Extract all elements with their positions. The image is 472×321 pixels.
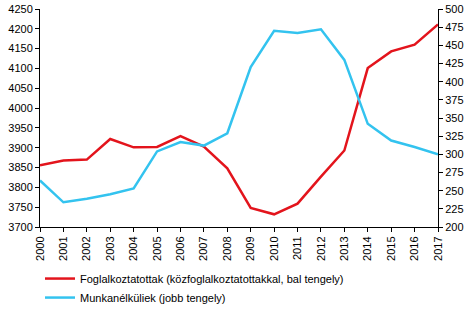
svg-text:2003: 2003: [104, 236, 116, 260]
svg-text:2010: 2010: [268, 236, 280, 260]
svg-text:2005: 2005: [151, 236, 163, 260]
svg-text:2006: 2006: [174, 236, 186, 260]
svg-text:4150: 4150: [8, 42, 32, 54]
svg-text:2011: 2011: [291, 236, 303, 260]
svg-text:4000: 4000: [8, 102, 32, 114]
svg-text:475: 475: [445, 21, 463, 33]
svg-text:3800: 3800: [8, 181, 32, 193]
svg-text:500: 500: [445, 3, 463, 15]
svg-text:3950: 3950: [8, 122, 32, 134]
svg-text:400: 400: [445, 76, 463, 88]
svg-text:325: 325: [445, 130, 463, 142]
svg-text:350: 350: [445, 112, 463, 124]
svg-text:2009: 2009: [244, 236, 256, 260]
svg-text:2017: 2017: [432, 236, 444, 260]
svg-text:4100: 4100: [8, 62, 32, 74]
svg-text:2013: 2013: [338, 236, 350, 260]
svg-text:4200: 4200: [8, 23, 32, 35]
svg-text:3750: 3750: [8, 201, 32, 213]
svg-text:450: 450: [445, 39, 463, 51]
svg-text:Munkanélküliek (jobb tengely): Munkanélküliek (jobb tengely): [80, 292, 226, 304]
svg-text:3700: 3700: [8, 221, 32, 233]
svg-text:250: 250: [445, 185, 463, 197]
svg-text:2016: 2016: [408, 236, 420, 260]
svg-text:375: 375: [445, 94, 463, 106]
svg-text:4050: 4050: [8, 82, 32, 94]
svg-text:3900: 3900: [8, 142, 32, 154]
svg-text:2015: 2015: [385, 236, 397, 260]
svg-text:300: 300: [445, 148, 463, 160]
svg-text:2012: 2012: [315, 236, 327, 260]
svg-text:2014: 2014: [361, 236, 373, 260]
svg-text:2007: 2007: [197, 236, 209, 260]
svg-text:Foglalkoztatottak (közfoglalko: Foglalkoztatottak (közfoglalkoztatottakk…: [80, 273, 344, 285]
svg-text:275: 275: [445, 166, 463, 178]
svg-text:4250: 4250: [8, 3, 32, 15]
svg-text:425: 425: [445, 57, 463, 69]
svg-text:2008: 2008: [221, 236, 233, 260]
svg-text:2004: 2004: [127, 236, 139, 260]
svg-text:2001: 2001: [57, 236, 69, 260]
svg-text:2000: 2000: [34, 236, 46, 260]
svg-text:2002: 2002: [80, 236, 92, 260]
svg-text:200: 200: [445, 221, 463, 233]
svg-text:3850: 3850: [8, 161, 32, 173]
svg-text:225: 225: [445, 203, 463, 215]
